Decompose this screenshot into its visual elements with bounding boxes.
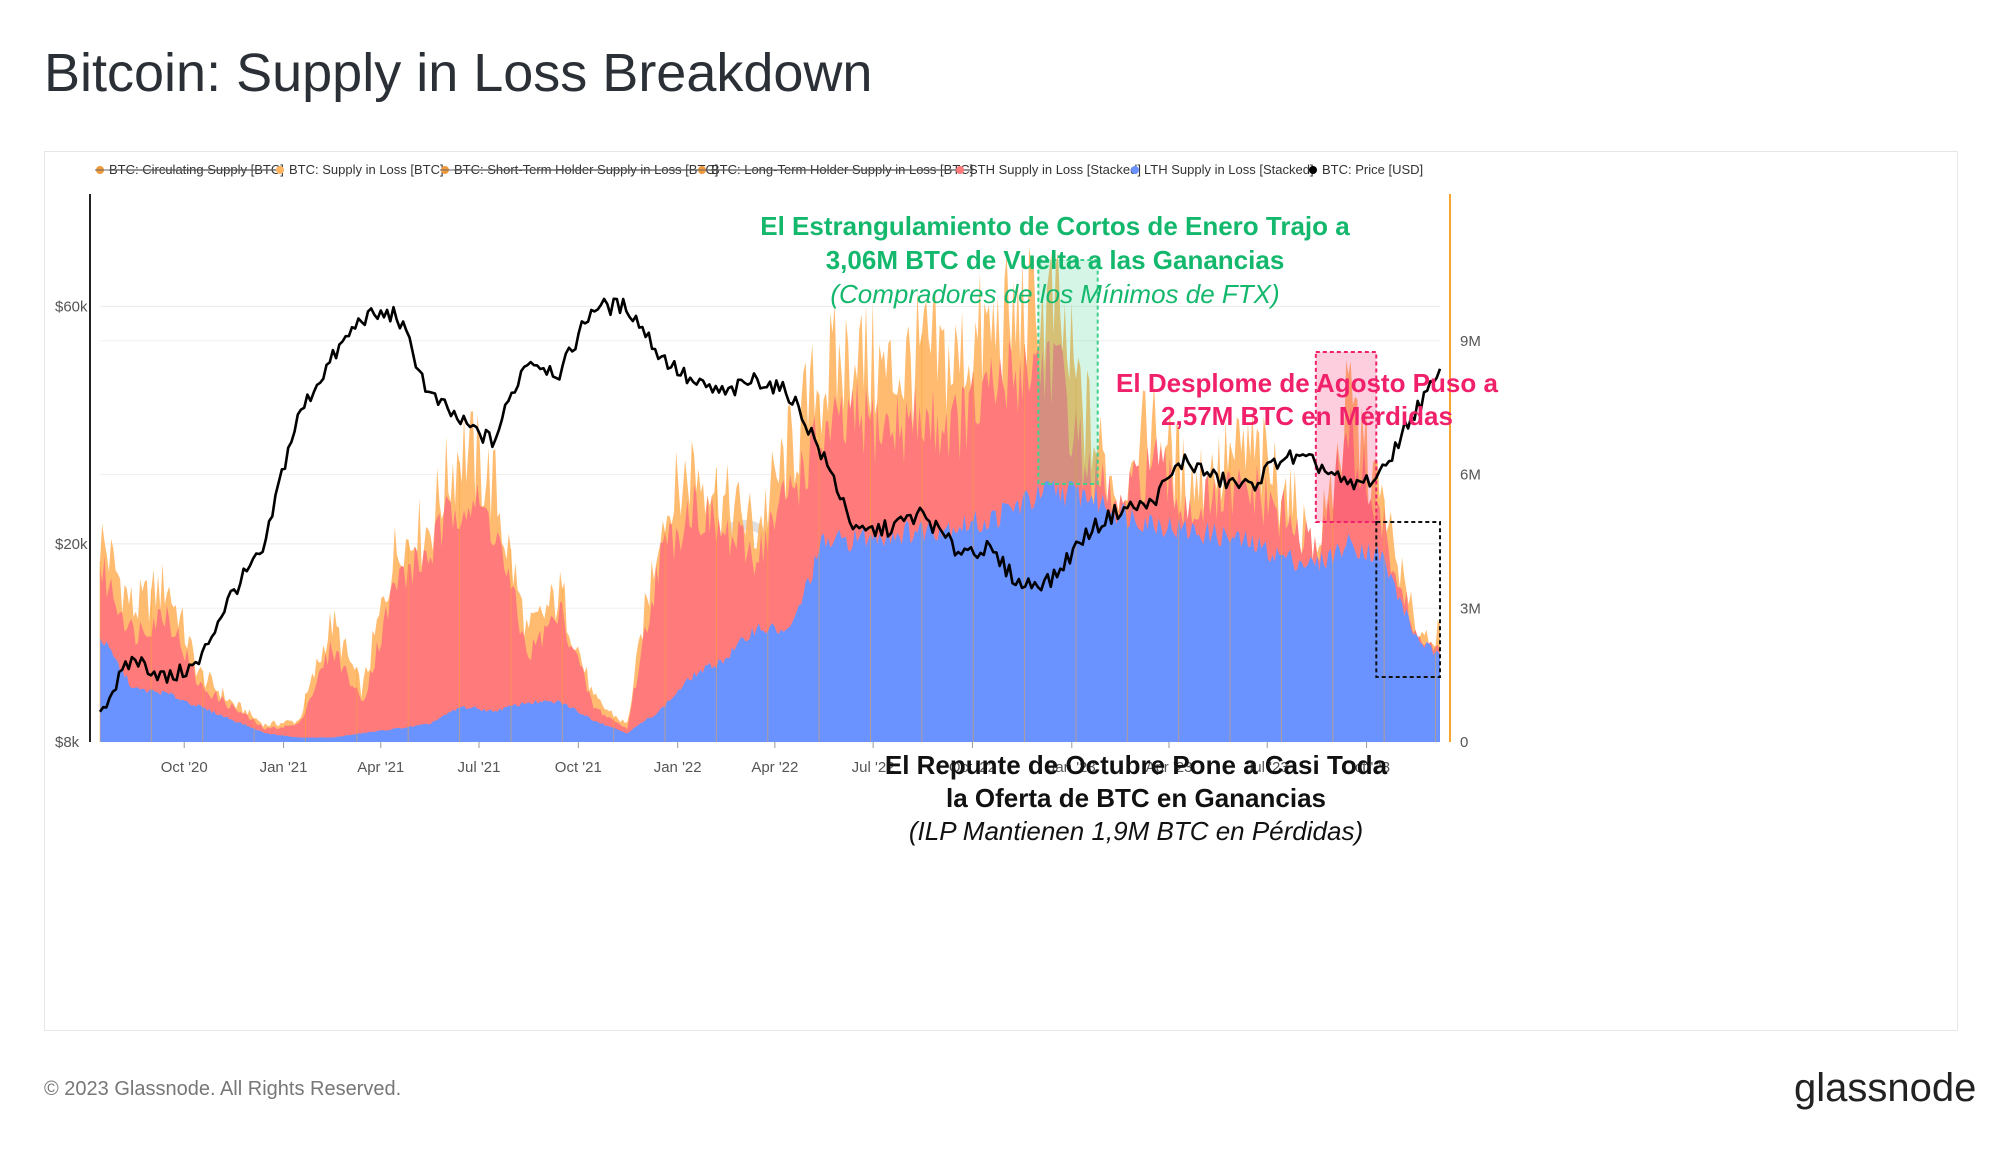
x-tick-label: Apr '22 xyxy=(751,759,798,776)
legend-item: LTH Supply in Loss [Stacked] xyxy=(1131,162,1314,177)
y-right-tick-label: 9M xyxy=(1460,333,1481,350)
annotation-subtitle: (Compradores de los Mínimos de FTX) xyxy=(830,279,1279,309)
chart-panel: BTC: Circulating Supply [BTC] BTC: Supply… xyxy=(44,151,1958,1031)
x-tick-label: Jan '23 xyxy=(1048,759,1096,776)
x-tick-label: Jul '23 xyxy=(1246,759,1289,776)
price-line-group xyxy=(98,297,1442,713)
y-right-tick-label: 3M xyxy=(1460,600,1481,617)
annotation: El Desplome de Agosto Puso a2,57M BTC en… xyxy=(1116,368,1498,431)
price-line xyxy=(98,297,1442,713)
legend: BTC: Circulating Supply [BTC] BTC: Supply… xyxy=(95,162,1423,177)
y-left-tick-label: $20k xyxy=(55,536,88,553)
glassnode-logo: glassnode xyxy=(1794,1066,1977,1110)
legend-swatch xyxy=(1131,166,1139,174)
pink-highlight-box xyxy=(1314,351,1378,523)
y-right-tick-label: 6M xyxy=(1460,467,1481,484)
legend-swatch xyxy=(1309,166,1317,174)
legend-swatch xyxy=(956,166,964,174)
x-tick-label: Oct '22 xyxy=(949,759,996,776)
legend-label: BTC: Price [USD] xyxy=(1322,162,1423,177)
x-tick-label: Jan '22 xyxy=(654,759,702,776)
legend-label: BTC: Supply in Loss [BTC] xyxy=(289,162,444,177)
highlight-boxes xyxy=(1037,259,1442,678)
x-tick-label: Apr '21 xyxy=(357,759,404,776)
page-title: Bitcoin: Supply in Loss Breakdown xyxy=(44,43,873,103)
annotation: El Repunte de Octubre Pone a Casi Todala… xyxy=(885,750,1388,846)
y-left-tick-label: $60k xyxy=(55,298,88,315)
legend-label: LTH Supply in Loss [Stacked] xyxy=(1144,162,1314,177)
annotation: El Estrangulamiento de Cortos de Enero T… xyxy=(760,211,1350,309)
x-tick-label: Apr '23 xyxy=(1145,759,1192,776)
annotation-line: la Oferta de BTC en Ganancias xyxy=(946,783,1326,813)
legend-swatch xyxy=(276,166,284,174)
axes: $60k $20k $8k 9M 6M 3M 0 Oct '20 Jan '21 Apr '21 J… xyxy=(55,194,1481,776)
legend-item: BTC: Circulating Supply [BTC] xyxy=(95,162,284,177)
x-tick-label: Oct '23 xyxy=(1343,759,1390,776)
x-tick-label: Jul '22 xyxy=(852,759,895,776)
annotations: El Estrangulamiento de Cortos de Enero T… xyxy=(760,211,1498,846)
x-tick-label: Oct '21 xyxy=(555,759,602,776)
legend-item: BTC: Short-Term Holder Supply in Loss [B… xyxy=(440,162,719,177)
annotation-subtitle: (ILP Mantienen 1,9M BTC en Pérdidas) xyxy=(909,816,1363,846)
y-left-tick-label: $8k xyxy=(55,734,80,751)
supply-in-loss-chart: BTC: Circulating Supply [BTC] BTC: Supply… xyxy=(55,162,1498,846)
legend-item: STH Supply in Loss [Stacked] xyxy=(956,162,1141,177)
x-tick-label: Oct '20 xyxy=(161,759,208,776)
annotation-line: El Desplome de Agosto Puso a xyxy=(1116,368,1498,398)
x-tick-label: Jan '21 xyxy=(260,759,308,776)
green-highlight-box xyxy=(1037,259,1099,485)
legend-label: STH Supply in Loss [Stacked] xyxy=(969,162,1141,177)
annotation-line: El Repunte de Octubre Pone a Casi Toda xyxy=(885,750,1388,780)
legend-item: BTC: Supply in Loss [BTC] xyxy=(276,162,444,177)
x-tick-label: Jul '21 xyxy=(458,759,501,776)
stacked-areas xyxy=(99,247,1440,742)
area-lth-supply-in-loss xyxy=(100,479,1440,742)
legend-item: BTC: Price [USD] xyxy=(1309,162,1423,177)
black-dotted-box xyxy=(1375,521,1442,678)
copyright: © 2023 Glassnode. All Rights Reserved. xyxy=(44,1078,402,1100)
annotation-line: 2,57M BTC en Mérdidas xyxy=(1161,401,1453,431)
legend-item: BTC: Long-Term Holder Supply in Loss [BT… xyxy=(697,162,974,177)
annotation-line: 3,06M BTC de Vuelta a las Ganancias xyxy=(826,245,1285,275)
annotation-line: El Estrangulamiento de Cortos de Enero T… xyxy=(760,211,1350,241)
y-right-tick-label: 0 xyxy=(1460,734,1468,751)
